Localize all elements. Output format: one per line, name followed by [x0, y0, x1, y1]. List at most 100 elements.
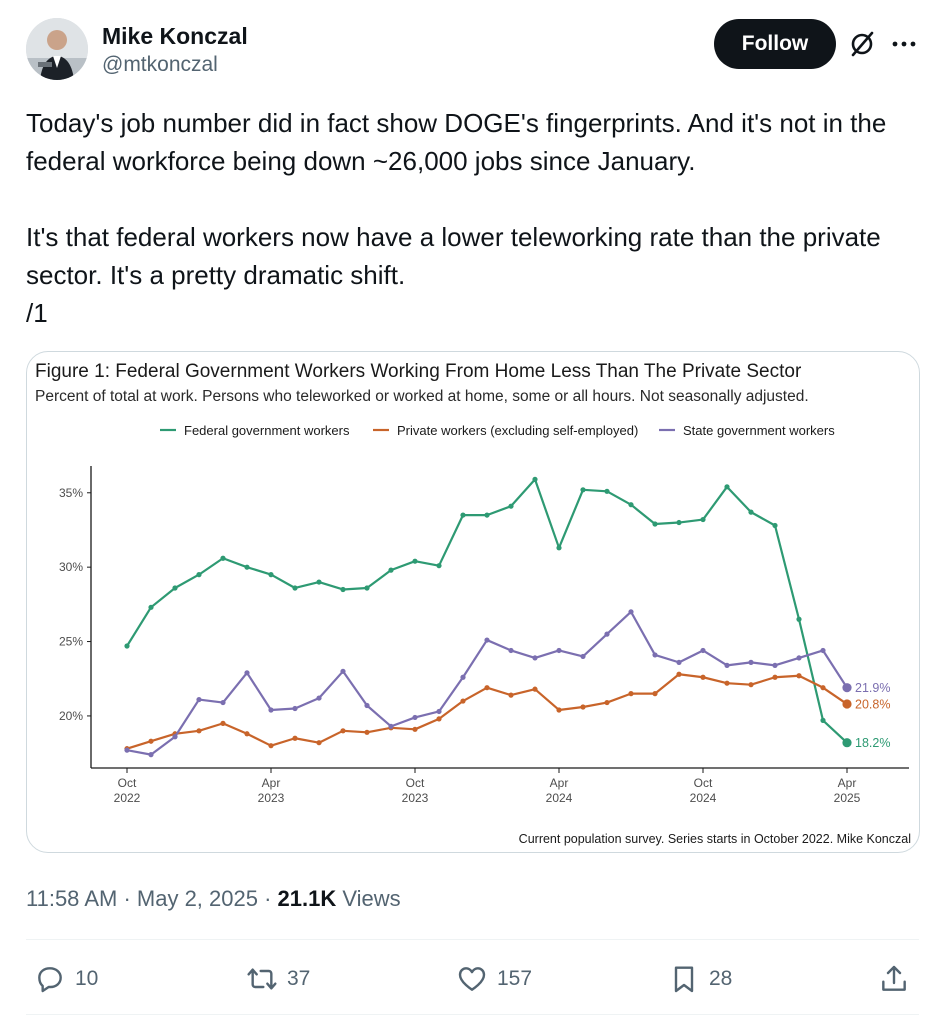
data-point	[460, 512, 466, 518]
data-point	[842, 738, 852, 748]
data-point	[796, 673, 802, 679]
data-point	[268, 743, 274, 749]
data-point	[628, 502, 634, 508]
data-point	[364, 729, 370, 735]
data-point	[820, 685, 826, 691]
data-point	[532, 655, 538, 661]
data-point	[340, 586, 346, 593]
like-button[interactable]: 157	[456, 956, 532, 1002]
x-tick-label: Apr	[262, 776, 281, 790]
data-point	[820, 647, 826, 654]
data-point	[172, 734, 178, 740]
avatar[interactable]	[26, 18, 88, 80]
x-tick-label: 2022	[114, 791, 141, 805]
repost-button[interactable]: 37	[246, 956, 310, 1002]
data-point	[628, 691, 634, 697]
more-icon[interactable]	[890, 30, 918, 58]
reply-icon	[38, 967, 62, 993]
data-point	[652, 691, 658, 697]
data-point	[724, 680, 730, 686]
series-line	[126, 478, 848, 744]
data-point	[628, 609, 634, 615]
meta-separator: ·	[257, 886, 278, 911]
x-tick-label: 2023	[258, 791, 285, 805]
data-point	[148, 738, 154, 744]
data-point	[196, 696, 202, 703]
like-count: 157	[497, 967, 533, 990]
data-point	[484, 637, 490, 643]
x-tick-label: 2025	[834, 791, 861, 805]
data-point	[196, 572, 202, 578]
data-point	[796, 655, 802, 661]
x-tick-label: Apr	[838, 776, 857, 790]
reply-button[interactable]: 10	[34, 956, 98, 1002]
data-point	[388, 723, 394, 729]
data-point	[220, 699, 226, 706]
legend-label: Federal government workers	[184, 423, 350, 438]
data-point	[412, 714, 418, 721]
data-point	[700, 516, 706, 523]
data-point	[484, 685, 490, 691]
tweet-paragraph: It's that federal workers now have a low…	[26, 222, 881, 328]
display-name[interactable]: Mike Konczal	[102, 23, 248, 49]
follow-button[interactable]: Follow	[714, 19, 836, 69]
data-point	[508, 503, 514, 509]
repost-count: 37	[287, 967, 311, 990]
data-point	[772, 662, 778, 668]
data-point	[556, 647, 562, 654]
x-tick-label: 2024	[546, 791, 573, 805]
data-point	[172, 585, 178, 591]
data-point	[460, 674, 466, 680]
data-point	[124, 747, 130, 753]
data-point	[676, 671, 682, 677]
tweet-meta: 11:58 AM · May 2, 2025 · 21.1K Views	[26, 884, 401, 914]
share-button[interactable]	[878, 956, 910, 1002]
data-point	[842, 683, 852, 693]
data-point	[532, 686, 538, 692]
data-point	[748, 682, 754, 688]
series-0: 18.2%	[124, 476, 890, 750]
data-point	[556, 707, 562, 713]
bookmark-button[interactable]: 28	[668, 956, 732, 1002]
data-point	[244, 731, 250, 737]
legend-label: State government workers	[683, 423, 835, 438]
data-point	[268, 572, 274, 578]
data-point	[412, 726, 418, 732]
data-point	[748, 509, 754, 515]
data-point	[748, 659, 754, 665]
data-point	[842, 699, 852, 709]
data-point	[148, 604, 154, 610]
data-point	[580, 704, 586, 710]
repost-icon	[247, 968, 277, 990]
data-point	[268, 707, 274, 713]
grok-icon[interactable]	[848, 30, 876, 58]
data-point	[244, 670, 250, 676]
data-point	[148, 752, 154, 758]
x-tick-label: 2024	[690, 791, 717, 805]
data-point	[724, 662, 730, 668]
tweet-date[interactable]: May 2, 2025	[136, 886, 258, 911]
chart-svg: Figure 1: Federal Government Workers Wor…	[35, 361, 911, 846]
data-point	[796, 616, 802, 622]
data-point	[436, 563, 442, 569]
data-point	[292, 735, 298, 741]
meta-separator: ·	[117, 886, 137, 911]
data-point	[412, 558, 418, 564]
data-point	[244, 564, 250, 570]
data-point	[604, 488, 610, 494]
series-2: 21.9%	[124, 609, 890, 758]
handle[interactable]: @mtkonczal	[102, 53, 218, 76]
data-point	[340, 668, 346, 674]
bookmark-icon	[674, 966, 694, 993]
data-point	[508, 692, 514, 698]
tweet-media-chart[interactable]: Figure 1: Federal Government Workers Wor…	[26, 351, 920, 853]
data-point	[436, 716, 442, 722]
views-label: Views	[336, 886, 401, 911]
end-value-label: 21.9%	[855, 681, 890, 695]
tweet-time[interactable]: 11:58 AM	[26, 886, 118, 911]
data-point	[676, 519, 682, 526]
data-point	[364, 585, 370, 591]
author-names: Mike Konczal @mtkonczal	[102, 22, 248, 79]
chart-caption: Current population survey. Series starts…	[519, 832, 911, 846]
data-point	[580, 487, 586, 493]
